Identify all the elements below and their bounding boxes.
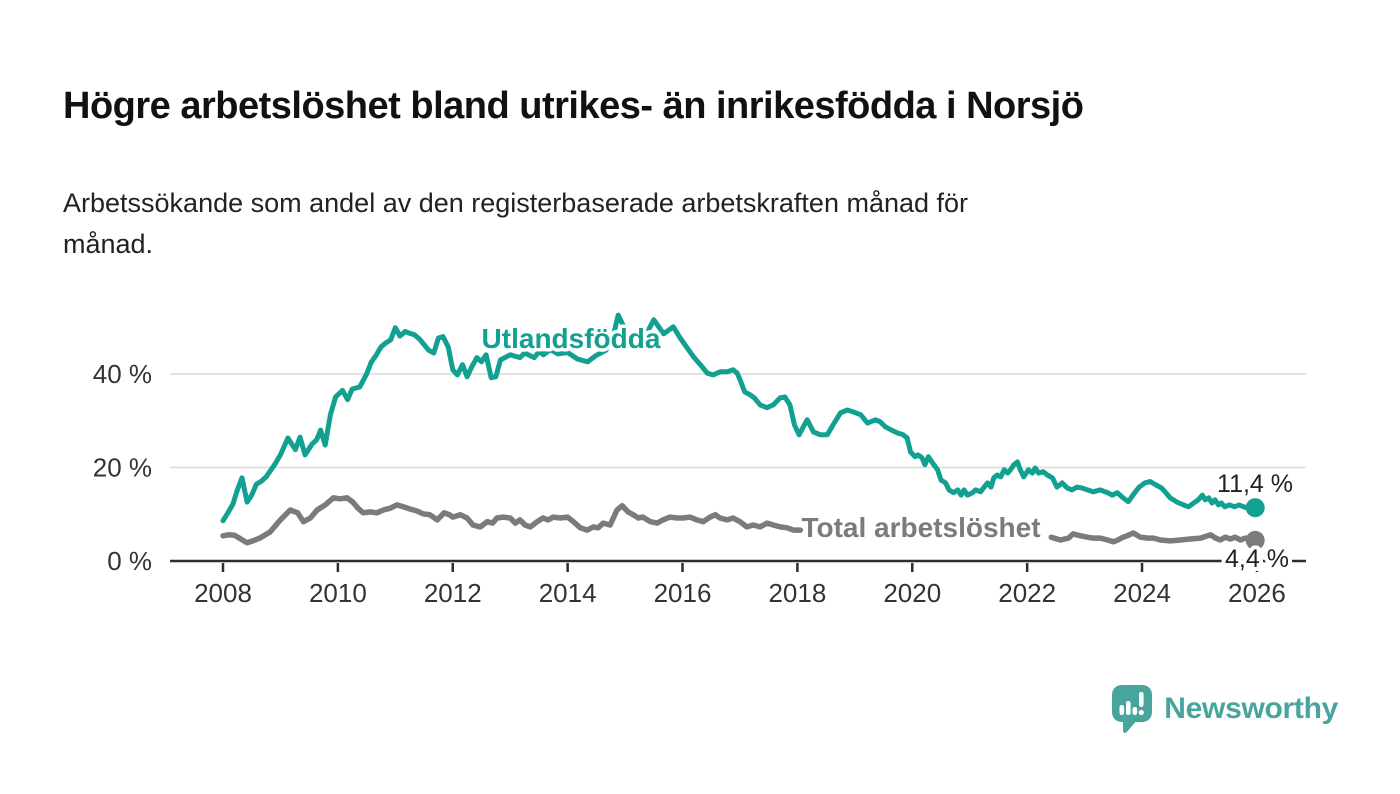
- x-axis-tick-label: 2016: [654, 578, 712, 608]
- newsworthy-logo-text: Newsworthy: [1164, 692, 1338, 725]
- x-axis-tick-label: 2014: [539, 578, 597, 608]
- y-axis-tick-label: 20 %: [93, 453, 152, 483]
- chart-title: Högre arbetslöshet bland utrikes- än inr…: [63, 85, 1084, 128]
- x-axis-tick-label: 2012: [424, 578, 482, 608]
- series-line-utlandsfodda: [220, 312, 1258, 524]
- y-axis-tick-label: 40 %: [93, 359, 152, 389]
- y-axis: 0 % 20 % 40 %: [93, 359, 152, 576]
- logo-bar-1: [1119, 705, 1125, 715]
- x-axis-tick-label: 2026: [1228, 578, 1286, 608]
- logo-bar-3: [1132, 707, 1138, 715]
- end-dot-total: [1245, 530, 1265, 550]
- x-axis: 2008 2010 2012 2014 2016 2018 2020 2022 2024 2026: [170, 559, 1306, 608]
- gridlines: [170, 373, 1306, 469]
- series-labels: Total arbetslöshet Utlandsfödda: [478, 320, 1044, 547]
- logo-bar-2: [1126, 701, 1131, 715]
- series-line-total: [1048, 530, 1258, 545]
- end-value-label-utlandsfodda: 11,4 %: [1217, 470, 1293, 498]
- logo-exclamation-bar: [1139, 692, 1144, 707]
- end-dots: [1245, 498, 1265, 550]
- end-dot-utlandsfodda: [1245, 498, 1265, 518]
- series-label-total: Total arbetslöshet: [801, 512, 1040, 543]
- x-axis-tick-label: 2018: [768, 578, 826, 608]
- x-axis-tick-label: 2008: [194, 578, 252, 608]
- chart-subtitle-line-2: månad.: [63, 229, 154, 259]
- chart-subtitle: Arbetssökande som andel av den registerb…: [63, 183, 1313, 265]
- series-label-utlandsfodda: Utlandsfödda: [482, 323, 661, 354]
- x-axis-tick-label: 2022: [998, 578, 1056, 608]
- end-labels: 4,4 % 11,4 %: [1217, 470, 1293, 577]
- speech-bubble-shape: [1112, 685, 1153, 733]
- end-value-label-total: 4,4 %: [1225, 545, 1289, 573]
- x-axis-tick-label: 2010: [309, 578, 367, 608]
- y-axis-tick-label: 0 %: [107, 546, 152, 576]
- x-axis-tick-label: 2020: [883, 578, 941, 608]
- x-axis-tick-label: 2024: [1113, 578, 1171, 608]
- series-line-total: [220, 495, 804, 546]
- chart-subtitle-line-1: Arbetssökande som andel av den registerb…: [63, 188, 969, 218]
- logo-exclamation-dot: [1138, 709, 1145, 716]
- bar-chart-speech-bubble-icon: [1112, 685, 1153, 733]
- series-lines: [220, 312, 1258, 546]
- newsworthy-logo: Newsworthy: [1111, 684, 1338, 734]
